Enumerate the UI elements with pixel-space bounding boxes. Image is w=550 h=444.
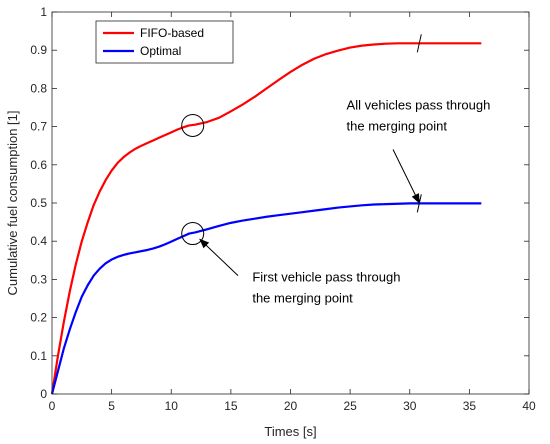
x-tick-label-6: 30 [403, 399, 417, 413]
series-layer [50, 42, 482, 395]
y-tick-label-5: 0.5 [30, 196, 47, 210]
annotation-1-line-1: the merging point [252, 290, 353, 305]
y-tick-label-6: 0.6 [30, 158, 47, 172]
x-tick-label-2: 10 [165, 399, 179, 413]
series-line-0 [50, 42, 482, 395]
legend: FIFO-based Optimal [95, 20, 234, 64]
x-tick-label-1: 5 [108, 399, 115, 413]
axis-layer: 0 5 10 15 20 25 30 35 40 0 0.1 0.2 0.3 0.4 0.5 0.6 0.7 0.… [30, 5, 536, 413]
y-tick-label-9: 0.9 [30, 43, 47, 57]
circle-marker-1 [181, 222, 205, 246]
circle-marker-0 [181, 113, 205, 137]
y-tick-label-1: 0.1 [30, 349, 47, 363]
y-tick-label-2: 0.2 [30, 311, 47, 325]
legend-box [95, 20, 234, 64]
x-tick-label-7: 35 [463, 399, 477, 413]
x-tick-label-0: 0 [49, 399, 56, 413]
series-line-1 [50, 202, 482, 395]
y-tick-label-0: 0 [40, 387, 47, 401]
legend-label-fifo: FIFO-based [140, 26, 204, 40]
tick-marker-0 [416, 34, 422, 53]
x-axis-label: Times [s] [264, 424, 316, 439]
annotation-arrow-0 [392, 149, 420, 204]
y-tick-label-3: 0.3 [30, 272, 47, 286]
annotation-0-line-0: All vehicles pass through [347, 97, 491, 112]
x-tick-label-5: 25 [343, 399, 357, 413]
x-tick-label-3: 15 [224, 399, 238, 413]
y-tick-label-8: 0.8 [30, 81, 47, 95]
annotation-0-line-1: the merging point [347, 118, 448, 133]
x-tick-label-8: 40 [522, 399, 536, 413]
annotation-1-line-0: First vehicle pass through [252, 269, 400, 284]
y-tick-label-10: 1 [40, 5, 47, 19]
y-tick-label-7: 0.7 [30, 120, 47, 134]
y-tick-label-4: 0.4 [30, 234, 47, 248]
annotation-layer: All vehicles pass through the merging poi… [199, 97, 491, 305]
y-axis-label: Cumulative fuel consumption [1] [5, 111, 20, 296]
annotation-arrow-1 [199, 238, 239, 276]
legend-label-optimal: Optimal [140, 44, 181, 58]
x-tick-label-4: 20 [284, 399, 298, 413]
